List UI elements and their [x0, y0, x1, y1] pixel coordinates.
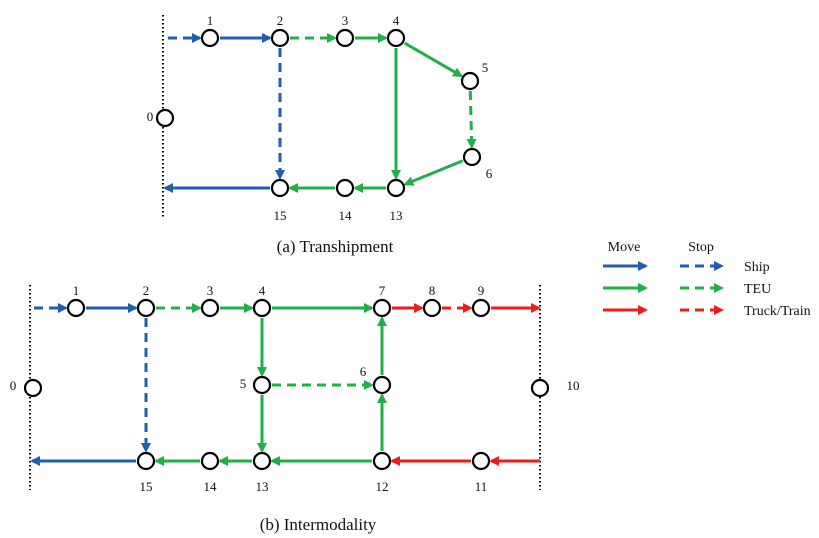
node-label-b-4: 4 — [259, 283, 266, 298]
node-label-b-9: 9 — [478, 283, 485, 298]
node-label-a-6: 6 — [486, 166, 493, 181]
node-label-b-1: 1 — [73, 283, 80, 298]
node-a-15 — [270, 178, 290, 198]
node-label-a-5: 5 — [482, 60, 489, 75]
node-label-b-15: 15 — [140, 479, 153, 494]
legend-label-truck_train: Truck/Train — [744, 304, 811, 319]
node-b-2 — [136, 298, 156, 318]
node-label-b-3: 3 — [207, 283, 214, 298]
node-b-12 — [372, 451, 392, 471]
diagram-a: 0 1 2 3 4 5 6 13 14 15 — [147, 13, 493, 223]
node-label-a-15: 15 — [274, 208, 287, 223]
legend-stop-header: Stop — [688, 240, 714, 255]
node-b-4 — [252, 298, 272, 318]
node-b-3 — [200, 298, 220, 318]
edge-a-4-5 — [403, 41, 464, 78]
node-b-7 — [372, 298, 392, 318]
legend-rows: Ship TEU Truck/Train — [603, 260, 811, 319]
node-label-a-3: 3 — [342, 13, 349, 28]
node-b-6 — [372, 375, 392, 395]
node-b-15 — [136, 451, 156, 471]
node-b-1 — [66, 298, 86, 318]
node-label-b-13: 13 — [256, 479, 269, 494]
caption-b: (b) Intermodality — [260, 515, 377, 534]
node-label-b-8: 8 — [429, 283, 436, 298]
node-a-13 — [386, 178, 406, 198]
node-label-b-12: 12 — [376, 479, 389, 494]
node-label-b-5: 5 — [240, 376, 247, 391]
legend-label-teu: TEU — [744, 282, 771, 297]
node-a-6 — [462, 147, 482, 167]
legend: Move Stop Ship TEU Truck/Train — [603, 240, 811, 319]
caption-a: (a) Transhipment — [277, 237, 394, 256]
node-b-9 — [471, 298, 491, 318]
node-b-0 — [23, 378, 43, 398]
legend-label-ship: Ship — [744, 260, 770, 275]
node-label-b-11: 11 — [475, 479, 488, 494]
node-a-3 — [335, 28, 355, 48]
node-a-0 — [155, 108, 175, 128]
node-label-b-6: 6 — [360, 364, 367, 379]
node-label-a-13: 13 — [390, 208, 403, 223]
node-a-4 — [386, 28, 406, 48]
node-b-5 — [252, 375, 272, 395]
node-b-11 — [471, 451, 491, 471]
node-label-a-4: 4 — [393, 13, 400, 28]
legend-move-header: Move — [608, 240, 641, 255]
node-a-2 — [270, 28, 290, 48]
node-label-a-1: 1 — [207, 13, 214, 28]
node-b-8 — [422, 298, 442, 318]
node-label-a-2: 2 — [277, 13, 284, 28]
node-b-10 — [530, 378, 550, 398]
node-label-b-10: 10 — [567, 378, 580, 393]
node-label-b-0: 0 — [10, 378, 17, 393]
node-a-14 — [335, 178, 355, 198]
edge-a-6-13 — [403, 159, 464, 186]
node-b-14 — [200, 451, 220, 471]
node-label-b-2: 2 — [143, 283, 150, 298]
node-a-1 — [200, 28, 220, 48]
node-label-a-14: 14 — [339, 208, 353, 223]
edge-a-5-6 — [466, 90, 477, 150]
node-b-13 — [252, 451, 272, 471]
node-a-5 — [460, 71, 480, 91]
node-label-a-0: 0 — [147, 109, 154, 124]
node-label-b-7: 7 — [379, 283, 386, 298]
node-label-b-14: 14 — [204, 479, 218, 494]
